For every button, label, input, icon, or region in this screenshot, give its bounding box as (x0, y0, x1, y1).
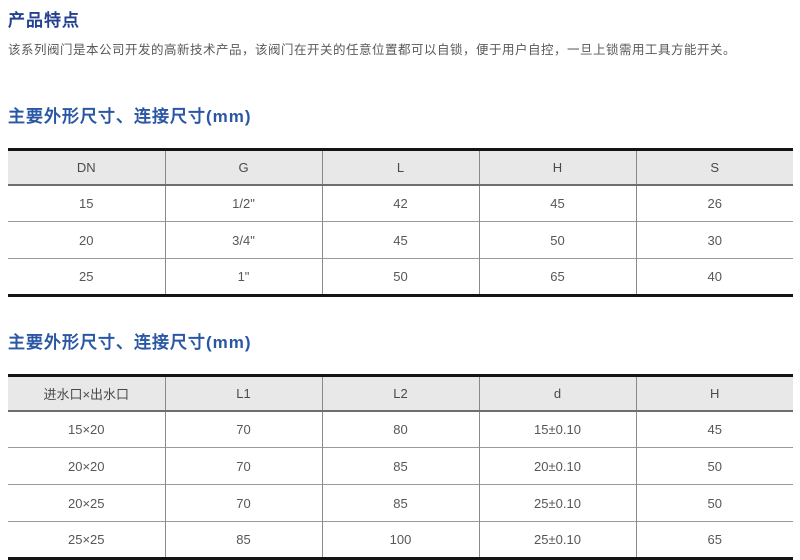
table-row: 25×25 85 100 25±0.10 65 (8, 521, 793, 559)
table-cell: 20×20 (8, 447, 165, 485)
table-cell: 80 (321, 410, 479, 448)
table-cell: 30 (635, 221, 793, 259)
table-cell: 85 (321, 484, 479, 522)
table-header-row: DN G L H S (8, 149, 793, 186)
table-row: 25 1" 50 65 40 (8, 258, 793, 296)
table-cell: 15±0.10 (478, 410, 636, 448)
page-title: 产品特点 (8, 11, 80, 30)
table-cell: 85 (321, 447, 479, 485)
product-spec-page: 产品特点 该系列阀门是本公司开发的高新技术产品，该阀门在开关的任意位置都可以自锁… (8, 11, 793, 560)
table-cell: 70 (164, 410, 322, 448)
table-cell: 25 (8, 258, 165, 296)
product-description: 该系列阀门是本公司开发的高新技术产品，该阀门在开关的任意位置都可以自锁，便于用户… (8, 43, 737, 57)
column-header: S (635, 149, 793, 186)
column-header: H (478, 149, 636, 186)
column-header: L2 (321, 375, 479, 412)
column-header: L (321, 149, 479, 186)
table-cell: 20×25 (8, 484, 165, 522)
table-cell: 15×20 (67, 421, 105, 437)
table-header-row: 进水口×出水口 L1 L2 d H (8, 375, 793, 412)
column-header: 进水口×出水口 (8, 375, 165, 412)
column-header: H (635, 375, 793, 412)
table-cell: 50 (478, 221, 636, 259)
table-row: 20×25 70 85 25±0.10 50 (8, 484, 793, 522)
table-cell: 15 (79, 195, 94, 211)
dimensions-table-1: DN G L H S 15 1/2" 42 45 26 20 3/4" 45 5… (8, 148, 793, 297)
section-spacer (8, 297, 793, 328)
table-cell: 20 (8, 221, 165, 259)
section-heading-dimensions-2: 主要外形尺寸、连接尺寸(mm) (8, 333, 252, 352)
table-row: 15 1/2" 42 45 26 (8, 184, 793, 222)
table-cell: 50 (635, 447, 793, 485)
table-row: 15×20 70 80 15±0.10 45 (8, 410, 793, 448)
table-cell: 100 (321, 521, 479, 559)
table-cell: 3/4" (164, 221, 322, 259)
table-cell: 50 (321, 258, 479, 296)
column-header: G (164, 149, 322, 186)
table-cell: 45 (478, 184, 636, 222)
table-cell: 1" (164, 258, 322, 296)
table-cell: 85 (164, 521, 322, 559)
table-cell: 40 (635, 258, 793, 296)
table-cell: 70 (164, 447, 322, 485)
table-cell: 1/2" (164, 184, 322, 222)
table-cell: 26 (635, 184, 793, 222)
table-cell: 45 (321, 221, 479, 259)
table-cell: 70 (164, 484, 322, 522)
table-row: 20×20 70 85 20±0.10 50 (8, 447, 793, 485)
table-cell: 42 (321, 184, 479, 222)
table-cell: 65 (635, 521, 793, 559)
table-cell: 45 (635, 410, 793, 448)
column-header: d (478, 375, 636, 412)
table-row: 20 3/4" 45 50 30 (8, 221, 793, 259)
table-cell: 25±0.10 (478, 521, 636, 559)
column-header: DN (8, 149, 165, 186)
table-cell: 25±0.10 (478, 484, 636, 522)
table-cell: 50 (635, 484, 793, 522)
column-header: L1 (164, 375, 322, 412)
table-cell: 20±0.10 (478, 447, 636, 485)
table-cell: 65 (478, 258, 636, 296)
section-heading-dimensions-1: 主要外形尺寸、连接尺寸(mm) (8, 107, 252, 126)
table-cell: 25×25 (8, 521, 165, 559)
dimensions-table-2: 进水口×出水口 L1 L2 d H 15×20 70 80 15±0.10 45… (8, 374, 793, 560)
